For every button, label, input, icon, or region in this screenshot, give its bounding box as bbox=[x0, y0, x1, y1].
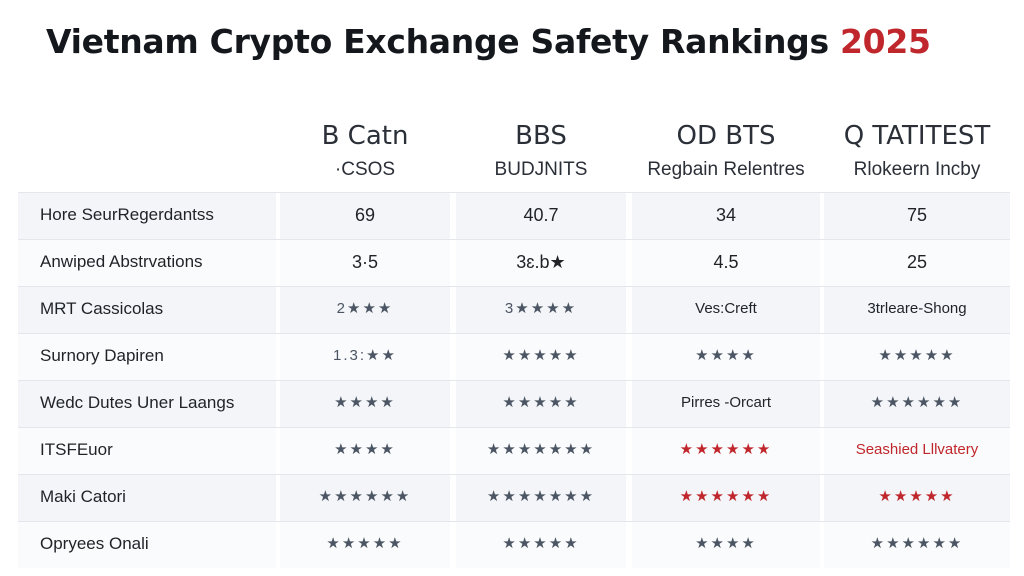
column-4-name: Q TATITEST bbox=[843, 121, 991, 151]
row-label: Maki Catori bbox=[40, 487, 126, 506]
table-row: Hore SeurRegerdantss 69 40.7 34 75 bbox=[18, 192, 1010, 239]
table-cell: 75 bbox=[906, 205, 928, 225]
column-3-sub: Regbain Relentres bbox=[647, 159, 805, 180]
rating-stars: ★★★★★★ bbox=[679, 488, 773, 505]
rating-stars: ★★★★★★ bbox=[318, 488, 412, 505]
rating-stars: ★★★★★ bbox=[502, 347, 580, 364]
row-label: Wedc Dutes Uner Laangs bbox=[40, 393, 235, 412]
table-row: Opryees Onali ★★★★★ ★★★★★ ★★★★ ★★★★★★ bbox=[18, 521, 1010, 568]
table-cell: 34 bbox=[715, 205, 737, 225]
row-label: Hore SeurRegerdantss bbox=[40, 205, 214, 224]
column-header-3: OD BTS Regbain Relentres bbox=[632, 120, 820, 192]
row-label: MRT Cassicolas bbox=[40, 299, 164, 318]
column-header-2: BBS BUDJNITS bbox=[456, 120, 626, 192]
rating-stars: ★★★★ bbox=[695, 347, 757, 364]
table-cell: 3ɛ.b★ bbox=[516, 252, 566, 272]
column-header-1: B Catn ·CSOS bbox=[280, 120, 450, 192]
rankings-table: B Catn ·CSOS BBS BUDJNITS OD BTS Regbain… bbox=[18, 120, 1010, 576]
table-row: MRT Cassicolas 2★★★ 3★★★★ Ves:Creft 3trl… bbox=[18, 286, 1010, 333]
rating-stars: 1.3:★★ bbox=[333, 347, 397, 364]
table-cell: Ves:Creft bbox=[695, 300, 757, 317]
rating-stars: ★★★★★ bbox=[878, 488, 956, 505]
rating-stars: ★★★★ bbox=[334, 394, 396, 411]
row-label: Opryees Onali bbox=[40, 534, 149, 553]
table-body: Hore SeurRegerdantss 69 40.7 34 75 Anwip… bbox=[18, 192, 1010, 568]
column-1-name: B Catn bbox=[321, 121, 409, 151]
rating-stars: ★★★★★★ bbox=[870, 535, 964, 552]
row-label: Anwiped Abstrvations bbox=[40, 252, 203, 271]
column-1-sub: ·CSOS bbox=[334, 159, 396, 180]
table-row: Anwiped Abstrvations 3·5 3ɛ.b★ 4.5 25 bbox=[18, 239, 1010, 286]
table-row: ITSFEuor ★★★★ ★★★★★★★ ★★★★★★ Seashied Ll… bbox=[18, 427, 1010, 474]
column-3-name: OD BTS bbox=[676, 121, 776, 151]
page-title: Vietnam Crypto Exchange Safety Rankings … bbox=[46, 22, 931, 61]
table-cell: 3·5 bbox=[351, 252, 378, 272]
column-4-sub: Rlokeern Incby bbox=[853, 159, 981, 180]
column-2-sub: BUDJNITS bbox=[494, 159, 588, 180]
rating-stars: 3★★★★ bbox=[504, 300, 578, 317]
table-cell: 25 bbox=[906, 252, 928, 272]
row-label: ITSFEuor bbox=[40, 440, 113, 459]
table-cell: 69 bbox=[354, 205, 376, 225]
row-label: Surnory Dapiren bbox=[40, 346, 164, 365]
rating-stars: ★★★★★★★ bbox=[486, 441, 596, 458]
table-cell: Seashied Lllvatery bbox=[855, 441, 979, 458]
rating-stars: ★★★★★ bbox=[326, 535, 404, 552]
title-text: Vietnam Crypto Exchange Safety Rankings bbox=[46, 22, 829, 61]
table-row: Wedc Dutes Uner Laangs ★★★★ ★★★★★ Pirres… bbox=[18, 380, 1010, 427]
title-year: 2025 bbox=[840, 22, 931, 61]
rating-stars: ★★★★★★ bbox=[679, 441, 773, 458]
rating-stars: 2★★★ bbox=[336, 300, 394, 317]
table-row: Maki Catori ★★★★★★ ★★★★★★★ ★★★★★★ ★★★★★ bbox=[18, 474, 1010, 521]
rating-stars: ★★★★★ bbox=[502, 535, 580, 552]
table-cell: 4.5 bbox=[713, 252, 739, 272]
table-cell: 40.7 bbox=[523, 205, 559, 225]
rating-stars: ★★★★ bbox=[334, 441, 396, 458]
rating-stars: ★★★★ bbox=[695, 535, 757, 552]
rating-stars: ★★★★★★★ bbox=[486, 488, 596, 505]
column-header-4: Q TATITEST Rlokeern Incby bbox=[824, 120, 1010, 192]
table-cell: 3trleare-Shong bbox=[867, 300, 967, 317]
rating-stars: ★★★★★ bbox=[878, 347, 956, 364]
column-2-name: BBS bbox=[515, 121, 567, 151]
table-cell: Pirres -Orcart bbox=[681, 394, 771, 411]
table-row: Surnory Dapiren 1.3:★★ ★★★★★ ★★★★ ★★★★★ bbox=[18, 333, 1010, 380]
rating-stars: ★★★★★★ bbox=[870, 394, 964, 411]
rating-stars: ★★★★★ bbox=[502, 394, 580, 411]
